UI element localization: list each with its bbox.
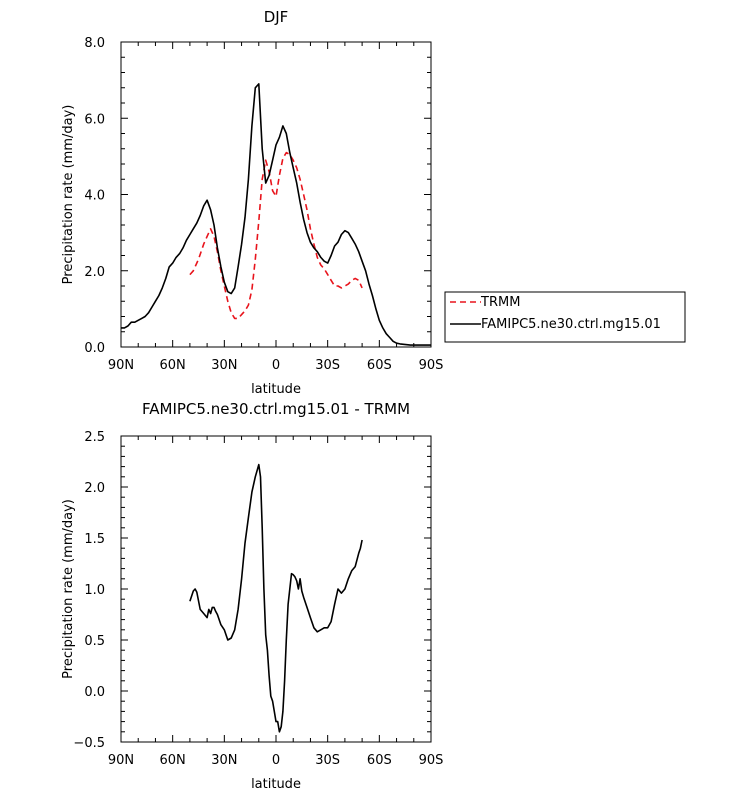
- x-tick-label: 30S: [315, 753, 340, 768]
- series-line-famipc5-ne30-ctrl-mg15-01: [121, 83, 431, 346]
- y-tick-label: 6.0: [84, 112, 105, 127]
- x-axis-label: latitude: [251, 382, 301, 397]
- y-tick-label: 8.0: [84, 36, 105, 51]
- y-axis-label: Precipitation rate (mm/day): [61, 499, 76, 679]
- y-tick-label: 2.5: [84, 430, 105, 445]
- legend-box: [444, 291, 686, 343]
- series-line-difference: [189, 463, 363, 733]
- x-tick-label: 0: [272, 358, 280, 373]
- y-tick-label: 4.0: [84, 189, 105, 204]
- x-tick-label: 30S: [315, 358, 340, 373]
- y-tick-label: 0.5: [84, 634, 105, 649]
- y-tick-label: 0.0: [84, 341, 105, 356]
- x-tick-label: 0: [272, 753, 280, 768]
- y-tick-label: −0.5: [73, 736, 105, 751]
- x-tick-label: 60S: [367, 753, 392, 768]
- plot-frame: [120, 435, 432, 743]
- y-tick-label: 0.0: [84, 685, 105, 700]
- chart-2: FAMIPC5.ne30.ctrl.mg15.01 - TRMM 90N 60N 30…: [61, 400, 443, 792]
- legend: TRMM FAMIPC5.ne30.ctrl.mg15.01: [444, 291, 686, 343]
- x-tick-label: 90N: [108, 358, 134, 373]
- y-tick-label: 2.0: [84, 265, 105, 280]
- x-tick-label: 90N: [108, 753, 134, 768]
- x-tick-label: 30N: [211, 358, 237, 373]
- x-tick-label: 90S: [419, 753, 444, 768]
- chart-title: DJF: [264, 8, 289, 26]
- x-tick-label: 60N: [160, 358, 186, 373]
- x-tick-label: 60S: [367, 358, 392, 373]
- chart-1: DJF 90N 60N 30N 0 30S 60S 90S 0.0 2.0 4.0 6.0 8.0 lat…: [61, 8, 686, 397]
- x-tick-label: 60N: [160, 753, 186, 768]
- x-axis-label: latitude: [251, 777, 301, 792]
- x-tick-label: 30N: [211, 753, 237, 768]
- legend-label: TRMM: [480, 295, 520, 310]
- y-axis-label: Precipitation rate (mm/day): [61, 105, 76, 285]
- y-tick-label: 2.0: [84, 481, 105, 496]
- y-tick-label: 1.5: [84, 532, 105, 547]
- x-tick-label: 90S: [419, 358, 444, 373]
- legend-label: FAMIPC5.ne30.ctrl.mg15.01: [481, 317, 661, 332]
- y-tick-label: 1.0: [84, 583, 105, 598]
- chart-title: FAMIPC5.ne30.ctrl.mg15.01 - TRMM: [142, 400, 410, 418]
